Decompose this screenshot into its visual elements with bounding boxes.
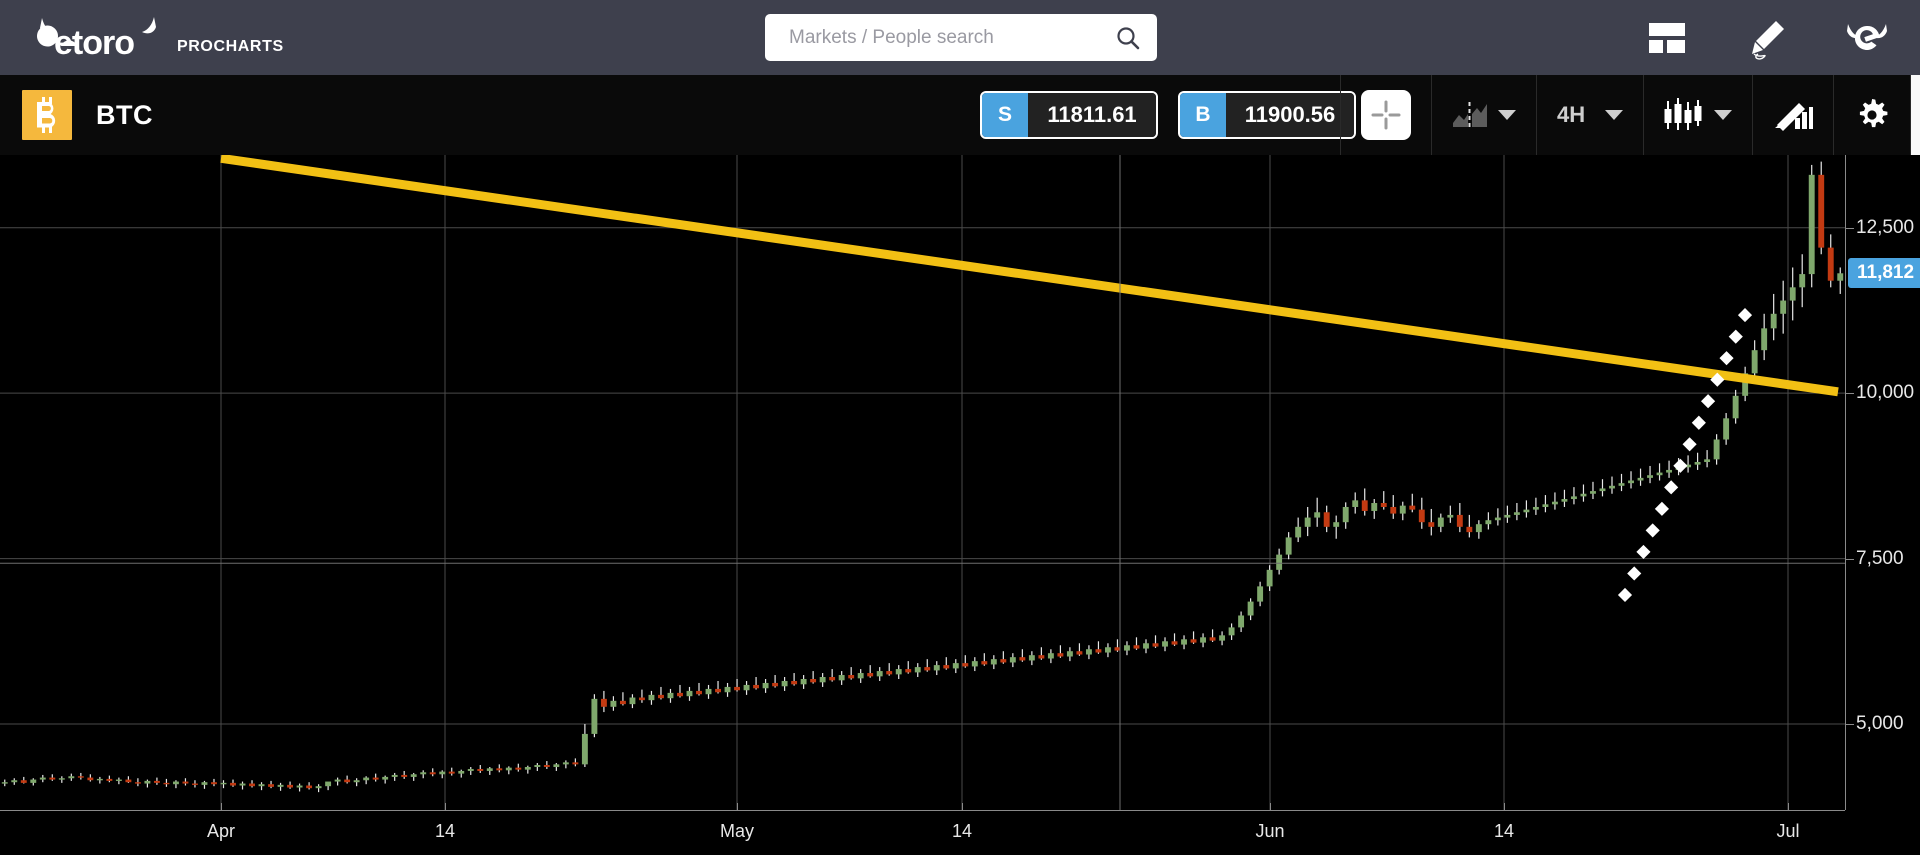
etoro-bull-logo-icon[interactable] [1844, 15, 1890, 61]
nav-icon-group [1644, 0, 1890, 75]
search-input[interactable] [765, 26, 1099, 49]
sell-button[interactable]: S 11811.61 [980, 91, 1158, 139]
compare-chart-button[interactable] [1432, 75, 1537, 155]
etoro-brand-logo[interactable]: etoro PROCHARTS [36, 14, 284, 62]
y-tick-mark [1846, 393, 1854, 395]
x-tick-mark [737, 803, 738, 811]
buy-tag: B [1180, 93, 1226, 137]
timeframe-label: 4H [1557, 102, 1586, 127]
x-tick-mark [445, 803, 446, 811]
settings-button[interactable] [1834, 75, 1912, 155]
x-tick-mark [1270, 803, 1271, 811]
compare-chart-icon [1453, 102, 1487, 128]
candlestick-chart [0, 155, 1845, 810]
current-price-badge: 11,812 [1848, 258, 1920, 289]
chart-container[interactable]: Apr 14 May 14 Jun 14 Jul 12,500 10,000 7,500 5,00… [0, 155, 1920, 855]
search-button[interactable] [1099, 14, 1157, 61]
y-axis: 12,500 10,000 7,500 5,000 11,812 [1845, 155, 1920, 810]
x-tick-label: May [719, 821, 755, 841]
chart-tool-group: 4H [1340, 75, 1920, 155]
y-tick-label: 7,500 [1856, 547, 1904, 569]
search-icon [1117, 26, 1140, 49]
y-tick-label: 5,000 [1856, 712, 1904, 734]
indicators-button[interactable] [1753, 75, 1835, 155]
brand-subtitle: PROCHARTS [177, 37, 284, 55]
x-tick-label: 14 [951, 821, 973, 841]
bitcoin-icon [22, 90, 72, 140]
buy-price: 11900.56 [1226, 93, 1354, 137]
x-tick-mark [221, 803, 222, 811]
page-title: BTC [96, 99, 153, 130]
etoro-wordmark-icon: etoro [37, 16, 156, 62]
search-bar[interactable] [765, 14, 1157, 61]
sell-price: 11811.61 [1028, 93, 1156, 137]
y-tick-mark [1846, 558, 1854, 560]
chevron-down-icon [1498, 110, 1516, 120]
x-tick-mark [962, 803, 963, 811]
layout-grid-icon[interactable] [1644, 15, 1690, 61]
x-tick-label: 14 [434, 821, 456, 841]
chart-toolbar: BTC S 11811.61 B 11900.56 [0, 75, 1920, 155]
x-tick-mark [1504, 803, 1505, 811]
candlestick-icon [1664, 98, 1702, 130]
crosshair-icon [1371, 100, 1401, 130]
x-tick-label: 14 [1493, 821, 1515, 841]
y-tick-label: 12,500 [1856, 216, 1915, 238]
collapse-button[interactable] [1911, 75, 1920, 155]
sell-tag: S [982, 93, 1028, 137]
pencil-draw-icon[interactable] [1744, 15, 1790, 61]
x-tick-mark [1788, 803, 1789, 811]
timeframe-button[interactable]: 4H [1537, 75, 1645, 155]
chevron-down-icon [1605, 110, 1624, 120]
x-tick-label: Jun [1255, 821, 1285, 841]
top-navigation-bar: etoro PROCHARTS [0, 0, 1920, 75]
x-tick-label: Jul [1776, 821, 1800, 841]
chevron-down-icon [1714, 110, 1733, 120]
quote-group: S 11811.61 B 11900.56 [980, 91, 1356, 139]
crosshair-tool-button[interactable] [1340, 75, 1432, 155]
chart-plot-area[interactable] [0, 155, 1845, 810]
buy-button[interactable]: B 11900.56 [1178, 91, 1356, 139]
y-tick-mark [1846, 227, 1854, 229]
y-tick-mark [1846, 723, 1854, 725]
gear-icon [1860, 99, 1888, 128]
indicators-icon [1775, 103, 1814, 131]
x-axis: Apr 14 May 14 Jun 14 Jul [0, 803, 1845, 855]
x-tick-label: Apr [206, 821, 236, 841]
y-tick-label: 10,000 [1856, 382, 1915, 404]
svg-text:etoro: etoro [54, 24, 134, 62]
chart-type-button[interactable] [1644, 75, 1754, 155]
